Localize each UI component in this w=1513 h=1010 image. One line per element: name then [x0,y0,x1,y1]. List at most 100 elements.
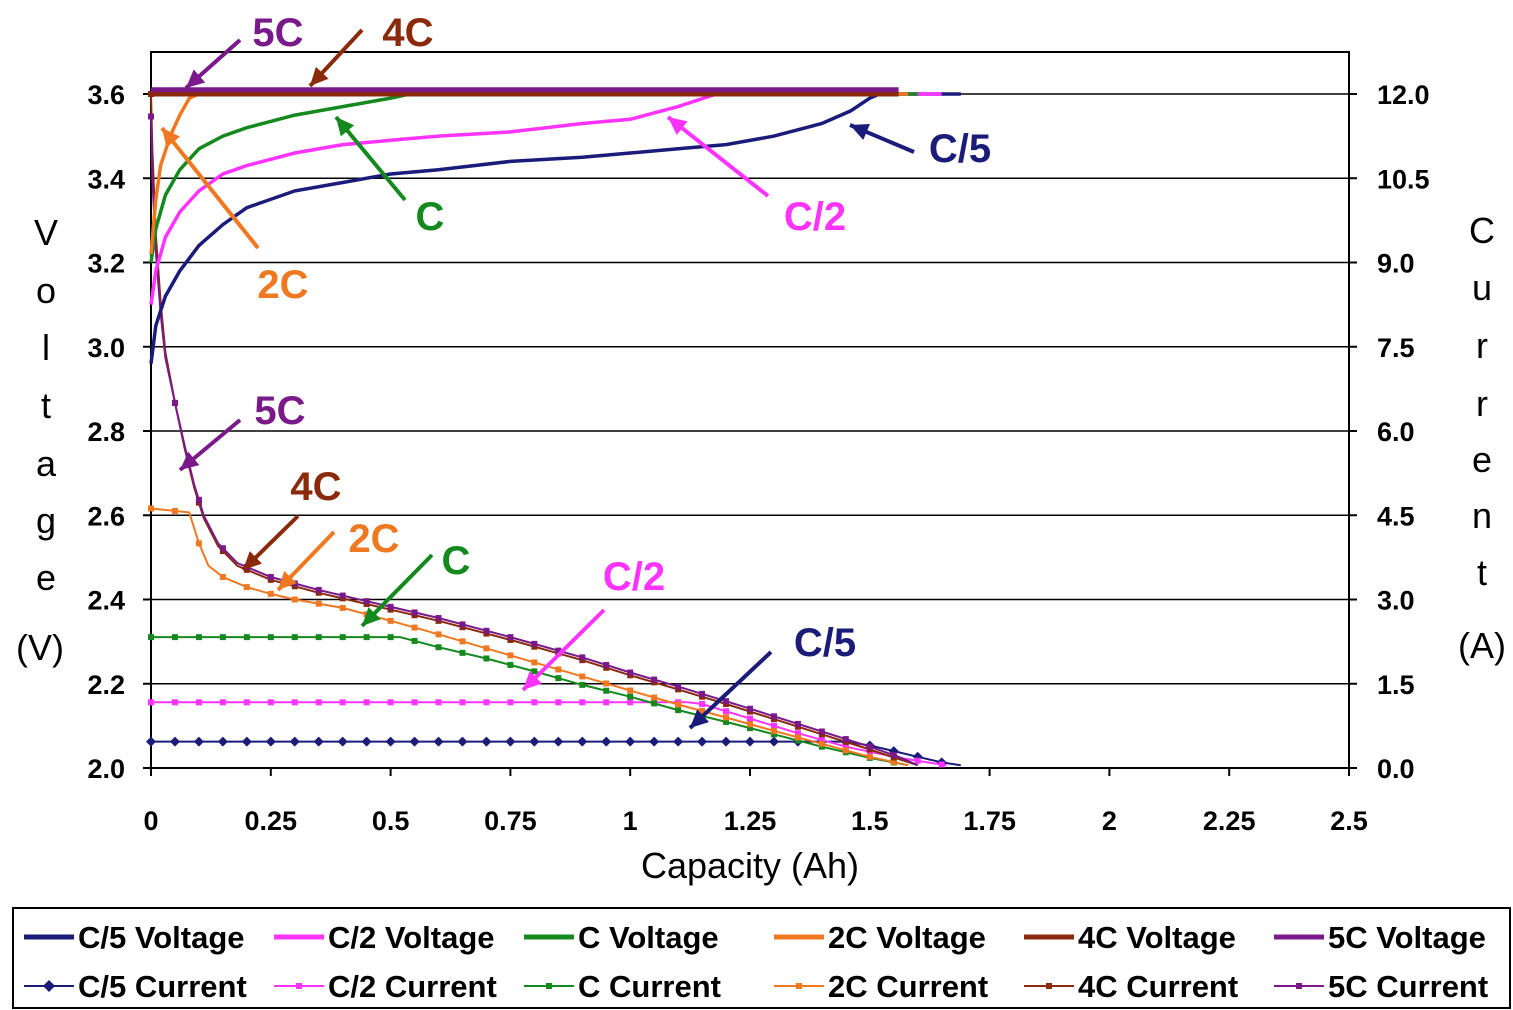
x-tick-label: 1.25 [724,806,777,836]
annotation-arrow-head [186,69,206,88]
c-current-marker [387,634,394,641]
c-5-current-marker [625,736,636,747]
y-right-tick-label: 6.0 [1377,417,1415,447]
5c-current-marker [699,690,706,697]
5c-current-marker [483,627,490,634]
y-left-tick-label: 2.6 [87,501,125,531]
c-2-current-marker [723,708,730,715]
legend-label: 4C Voltage [1078,920,1236,955]
legend-box [12,907,1511,1009]
c-2-current-marker [555,699,562,706]
c-current-marker [579,681,586,688]
5c-current-marker [387,603,394,610]
legend-label: C/5 Current [78,969,247,1004]
5c-current-marker [675,683,682,690]
5c-current-marker [363,598,370,605]
5c-current-marker [339,592,346,599]
c-5-current-marker [577,736,588,747]
c-2-current-marker [531,699,538,706]
c-current-marker [770,731,777,738]
2c-current-marker [555,666,562,673]
legend-marker [546,983,552,989]
2c-current-marker [483,645,490,652]
2c-current-marker [699,707,706,714]
c-2-current-marker [267,699,274,706]
annotation-arrow-head [180,451,200,470]
c-2-current-marker [770,722,777,729]
annotation-voltage-c: C [334,115,444,239]
5c-current-marker [770,713,777,720]
2c-current-marker [651,694,658,701]
2c-current-marker [531,659,538,666]
annotation-arrow-head [278,571,297,590]
c-5-current-marker [265,736,276,747]
c-current-marker [243,634,250,641]
plot-area [150,51,1350,769]
legend-label: 2C Voltage [828,920,986,955]
c-current-marker [651,700,658,707]
annotation-arrow-head [310,66,329,86]
2c-current-marker [195,540,202,547]
x-tick-label: 1 [623,806,638,836]
legend-marker [43,980,55,992]
y-right-title-char: r [1476,383,1488,424]
c-5-current-marker [505,736,516,747]
y-left-tick-label: 3.6 [87,80,125,110]
y-axis-left-title: Voltage (V) [16,212,64,668]
y-left-tick-label: 3.0 [87,333,125,363]
5c-current-marker [651,676,658,683]
5c-current-marker [579,654,586,661]
y-left-tick-label: 2.8 [87,417,125,447]
y-right-tick-label: 3.0 [1377,586,1415,616]
annotation-current-c-2: C/2 [521,555,665,692]
annotation-label: 5C [254,389,305,433]
c-current-marker [483,655,490,662]
c-2-current-marker [603,699,610,706]
2c-current-marker [339,604,346,611]
y-left-tick-label: 3.4 [87,164,125,194]
annotation-arrow-shaft [666,115,770,198]
c-5-voltage-line [149,92,961,364]
legend-label: C Voltage [578,920,719,955]
legend-label: C/2 Current [328,969,497,1004]
5c-current-marker [747,705,753,712]
legend-label: 5C Current [1328,969,1488,1004]
annotation-current-4c: 4C [241,465,342,572]
annotation-arrow-head [162,128,181,148]
data-series [146,87,961,768]
c-5-current-marker [529,736,540,747]
c-2-current-marker [363,699,370,706]
x-axis-title: Capacity (Ah) [641,845,859,886]
c-5-current-marker [241,736,252,747]
annotation-arrow-head [850,123,870,141]
2c-current-marker [387,617,394,624]
5c-current-marker [195,496,202,503]
y-right-tick-label: 7.5 [1377,333,1415,363]
2c-current-marker [291,596,298,603]
c-2-current-marker [291,699,298,706]
c-2-current-marker [459,699,466,706]
c-current-marker [747,725,753,732]
c-5-current-marker [146,736,156,747]
5c-current-marker [603,661,610,668]
c-current-marker [171,634,178,641]
c-current-marker [507,661,514,668]
c-current-marker [794,737,801,744]
y-left-title-char: a [36,443,57,484]
x-tick-label: 0.25 [245,806,298,836]
c-5-current-marker [169,736,180,747]
c-current-marker [723,718,730,725]
c-2-current-marker [339,699,346,706]
c-current-marker [148,634,154,641]
2c-current-marker [315,600,322,607]
5c-current-marker [794,720,801,727]
2c-current-marker [603,680,610,687]
annotation-label: 2C [257,263,308,307]
annotation-voltage-4c: 4C [308,11,434,88]
annotation-label: C/5 [794,621,856,665]
c-5-current-marker [721,736,732,747]
c-2-current-marker [171,699,178,706]
c-5-current-marker [313,736,324,747]
annotation-arrow-shaft [688,650,773,730]
